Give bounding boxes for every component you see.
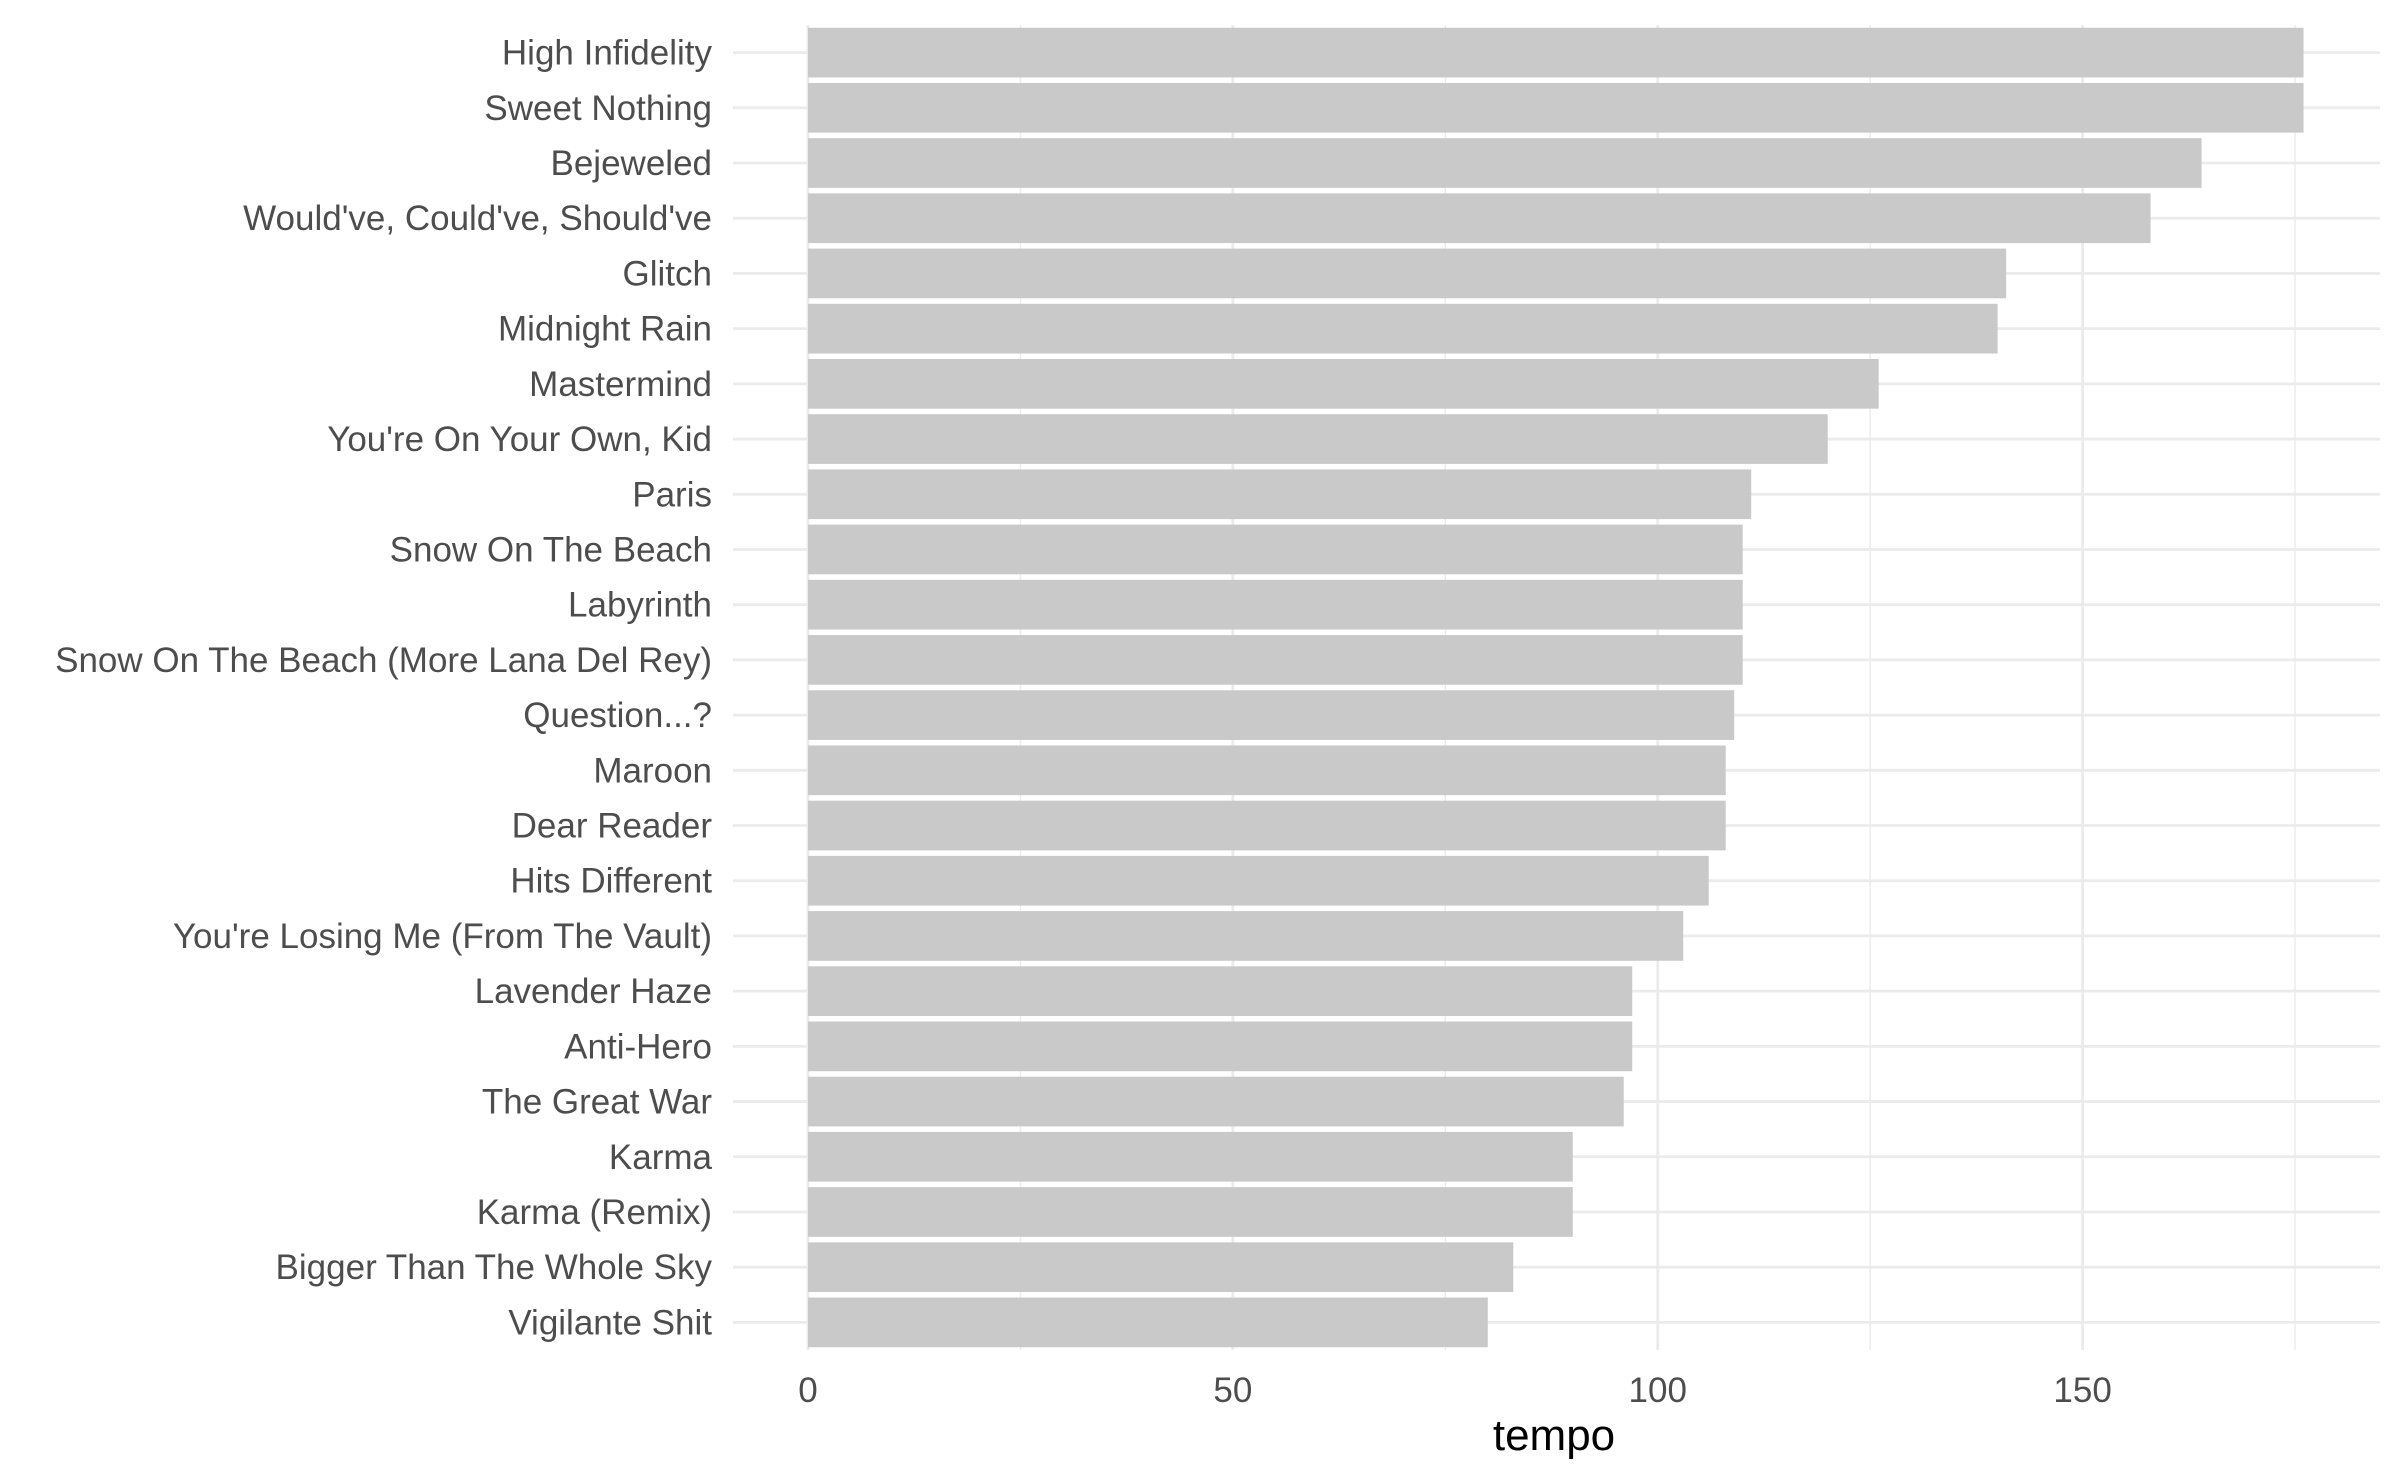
x-tick-label: 100 — [1629, 1371, 1687, 1410]
bar — [808, 1076, 1624, 1127]
category-label: You're Losing Me (From The Vault) — [173, 917, 712, 956]
category-label: Would've, Could've, Should've — [243, 199, 712, 238]
bar — [808, 524, 1743, 575]
bar — [808, 1242, 1514, 1293]
bar — [808, 414, 1828, 464]
category-label: Hits Different — [510, 862, 712, 901]
category-labels: High Infidelity Sweet Nothing Bejeweled Wou… — [55, 34, 712, 1343]
x-tick-label: 50 — [1213, 1371, 1252, 1410]
bar — [808, 966, 1633, 1016]
bar — [808, 690, 1735, 740]
category-label: Paris — [632, 475, 712, 514]
category-label: Bigger Than The Whole Sky — [276, 1248, 713, 1287]
category-label: Dear Reader — [512, 807, 713, 846]
x-tick-label: 0 — [798, 1371, 817, 1410]
category-label: Karma — [609, 1138, 713, 1177]
bar — [808, 800, 1726, 851]
bar — [808, 193, 2151, 244]
category-label: Snow On The Beach — [390, 530, 712, 569]
category-label: Bejeweled — [551, 144, 713, 183]
bar — [808, 469, 1752, 520]
bars — [808, 27, 2304, 1348]
bar — [808, 138, 2202, 188]
category-label: Glitch — [623, 254, 712, 293]
bar — [808, 855, 1709, 906]
category-label: Labyrinth — [568, 586, 712, 625]
bar — [808, 1297, 1488, 1348]
category-label: Lavender Haze — [475, 972, 712, 1011]
bar — [808, 82, 2304, 133]
category-label: Mastermind — [529, 365, 712, 404]
category-label: Sweet Nothing — [484, 89, 712, 128]
category-label: Anti-Hero — [564, 1027, 712, 1066]
bar — [808, 911, 1684, 961]
category-label: The Great War — [482, 1083, 712, 1122]
bar — [808, 27, 2304, 78]
category-label: Question...? — [523, 696, 712, 735]
bar — [808, 745, 1726, 796]
category-label: Snow On The Beach (More Lana Del Rey) — [55, 641, 712, 680]
bar — [808, 579, 1743, 630]
bar — [808, 1021, 1633, 1072]
bar — [808, 1131, 1573, 1182]
x-tick-label: 150 — [2053, 1371, 2111, 1410]
x-axis-title: tempo — [1493, 1411, 1615, 1460]
category-label: You're On Your Own, Kid — [327, 420, 712, 459]
bar — [808, 248, 2007, 299]
bar — [808, 1187, 1573, 1237]
category-label: Midnight Rain — [498, 310, 712, 349]
bar — [808, 303, 1998, 354]
category-label: Karma (Remix) — [477, 1193, 712, 1232]
x-tick-labels: 0 50 100 150 — [798, 1371, 2112, 1410]
bar — [808, 359, 1879, 409]
bar — [808, 635, 1743, 685]
category-label: Vigilante Shit — [508, 1303, 712, 1342]
category-label: High Infidelity — [502, 34, 713, 73]
category-label: Maroon — [593, 751, 712, 790]
